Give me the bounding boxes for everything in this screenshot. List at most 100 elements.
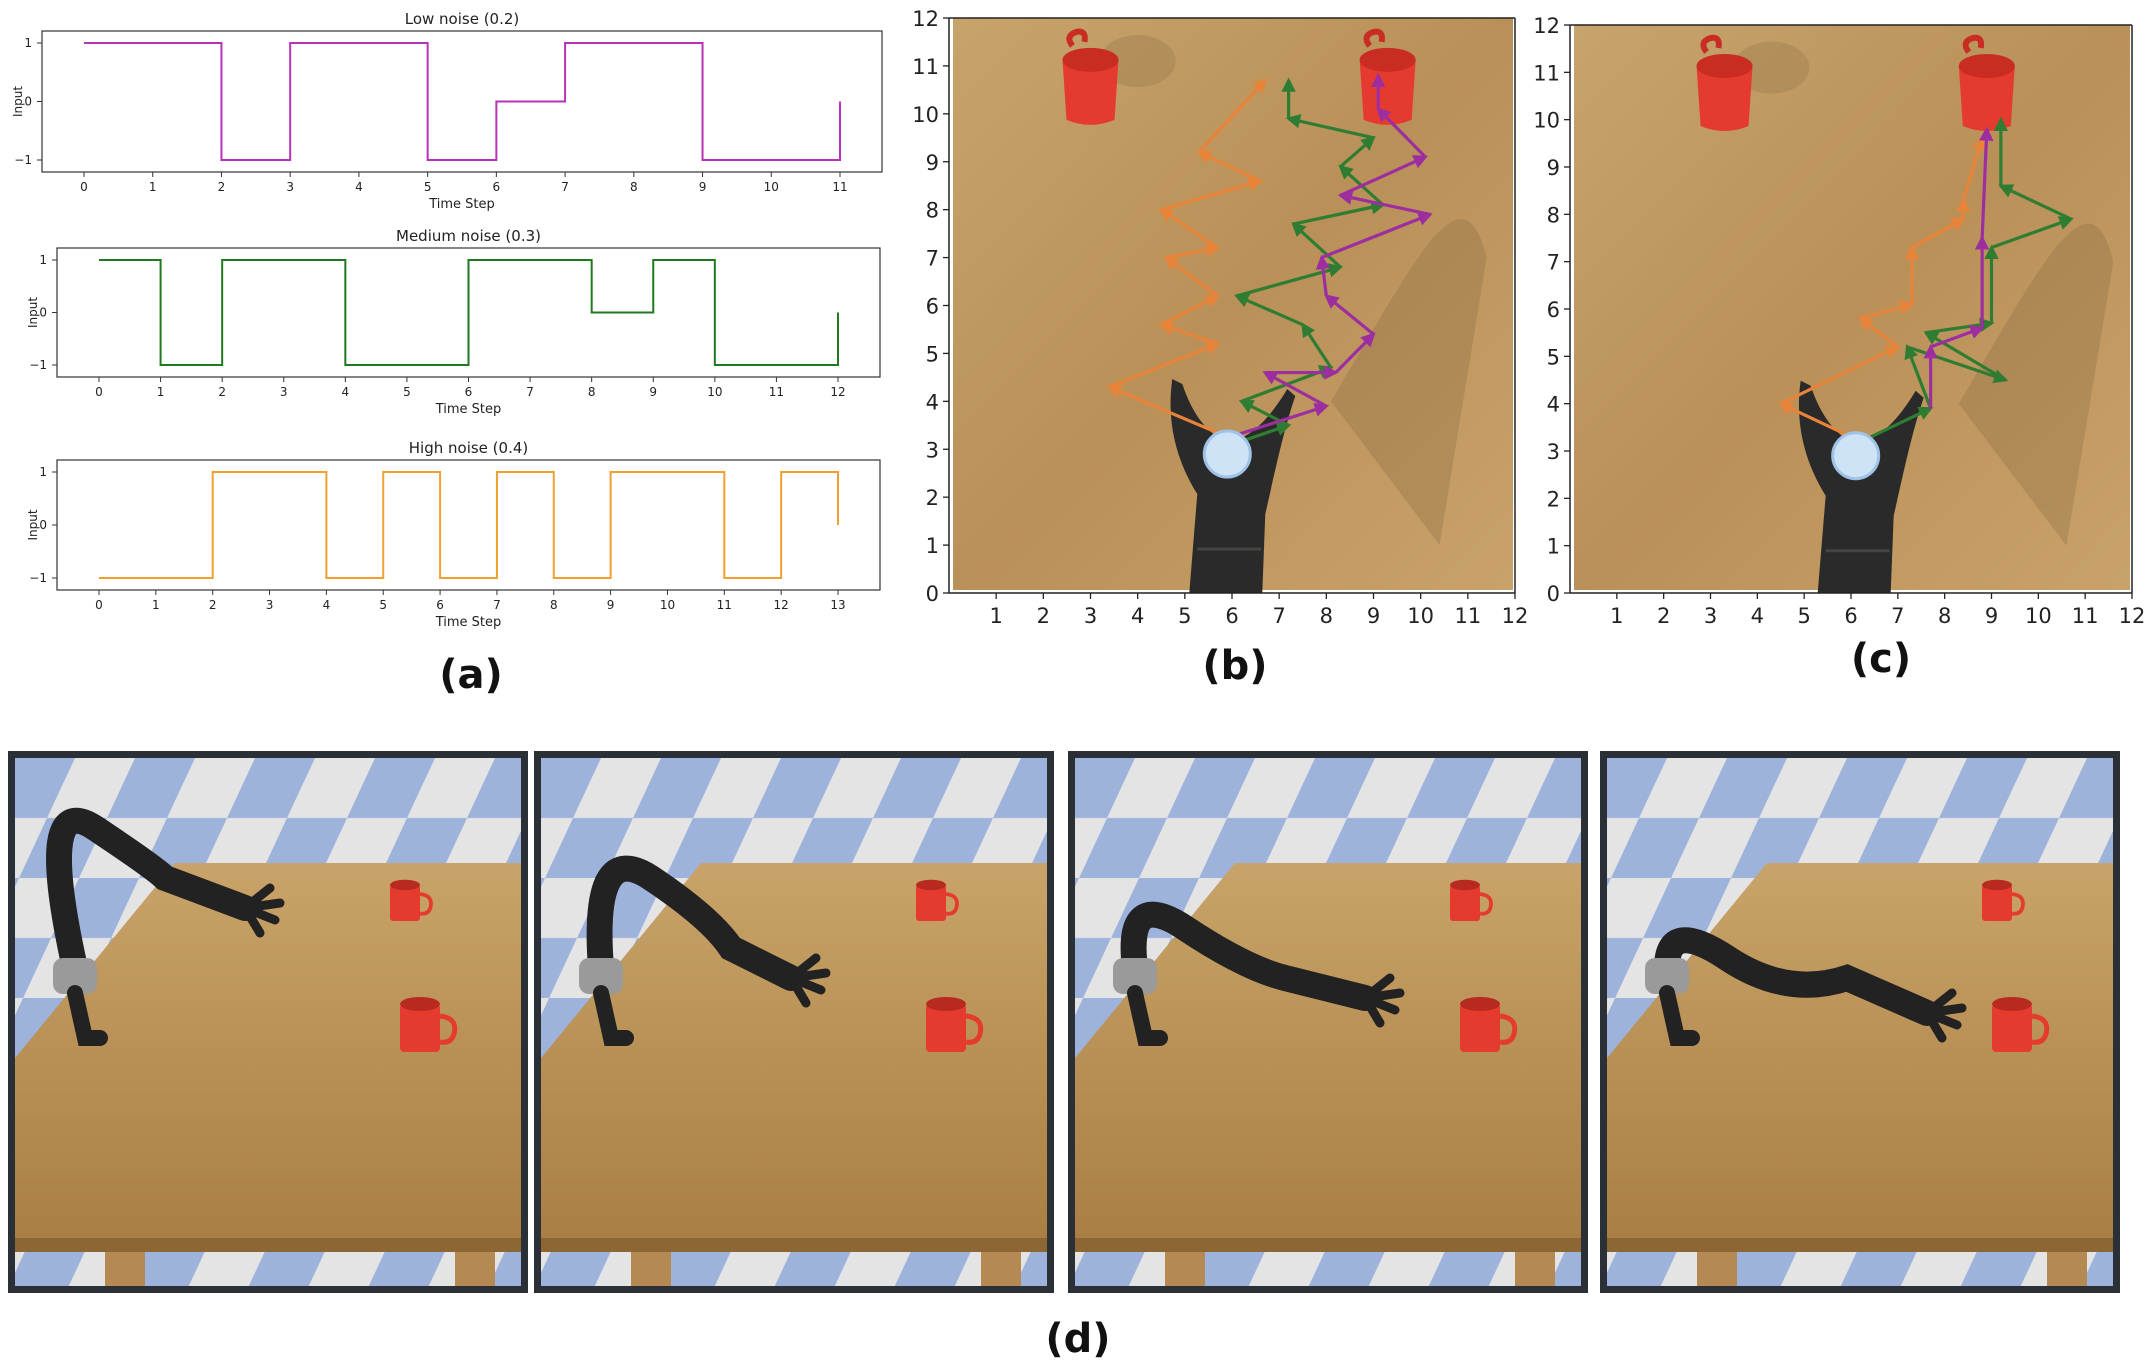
mug-icon — [1062, 28, 1119, 125]
path-purple-segment — [1324, 294, 1375, 336]
x-tick-label: 3 — [286, 180, 294, 194]
table-leg — [455, 1252, 495, 1286]
path-green-segment — [1990, 216, 2074, 249]
x-tick-label: 4 — [355, 180, 363, 194]
plot-title: Medium noise (0.3) — [396, 227, 541, 245]
x-tick-label: 10 — [1407, 604, 1434, 628]
mug-shadow — [1099, 35, 1176, 88]
x-tick-label: 13 — [830, 598, 845, 612]
x-tick-label: 9 — [699, 180, 707, 194]
y-tick-label: 8 — [1547, 203, 1560, 227]
start-circle-icon — [1831, 431, 1881, 481]
robot-frame-3 — [1068, 751, 1588, 1293]
x-tick-label: 3 — [280, 385, 288, 399]
y-tick-label: 12 — [1533, 14, 1560, 38]
y-tick-label: 5 — [1547, 345, 1560, 369]
path-green-segment — [1339, 135, 1376, 168]
x-tick-label: 7 — [561, 180, 569, 194]
robot-arm-icon — [1645, 927, 1967, 1046]
step-series-line — [84, 42, 841, 161]
y-tick-label: 6 — [926, 295, 939, 319]
robot-arm-icon — [1798, 380, 1924, 593]
path-green-segment — [1291, 222, 1342, 269]
mug-icon — [926, 997, 984, 1052]
y-tick-label: 10 — [912, 103, 939, 127]
path-orange-segment — [1106, 384, 1224, 437]
path-orange-segment — [1160, 294, 1221, 327]
path-orange-segment — [1158, 208, 1219, 250]
y-tick-label: 1 — [39, 465, 47, 479]
label-a: (a) — [439, 652, 503, 698]
label-d: (d) — [1045, 1316, 1111, 1362]
y-tick-label: −1 — [29, 571, 47, 585]
x-axis-label: Time Step — [435, 402, 502, 417]
x-tick-label: 1 — [149, 180, 157, 194]
x-tick-label: 3 — [1704, 604, 1717, 628]
x-tick-label: 7 — [526, 385, 534, 399]
path-purple-segment — [1337, 190, 1431, 217]
y-tick-label: 3 — [926, 438, 939, 462]
path-orange-segment — [1911, 217, 1966, 249]
x-tick-label: 4 — [1751, 604, 1764, 628]
x-tick-label: 8 — [588, 385, 596, 399]
mug-icon — [1992, 997, 2050, 1052]
y-tick-label: 1 — [1547, 535, 1560, 559]
x-tick-label: 10 — [2025, 604, 2052, 628]
x-tick-label: 6 — [493, 180, 501, 194]
table-top — [15, 863, 521, 1238]
label-c: (c) — [1850, 636, 1912, 682]
path-orange-segment — [1165, 243, 1221, 260]
mug-icon — [1460, 997, 1518, 1052]
x-tick-label: 12 — [774, 598, 789, 612]
path-orange-segment — [1108, 341, 1221, 389]
y-tick-label: 9 — [1547, 156, 1560, 180]
x-tick-label: 9 — [649, 385, 657, 399]
y-tick-label: 2 — [926, 486, 939, 510]
x-tick-label: 5 — [403, 385, 411, 399]
x-tick-label: 2 — [1657, 604, 1670, 628]
table-top — [1075, 863, 1581, 1238]
arm-shadow — [1331, 219, 1487, 546]
y-tick-label: 11 — [1533, 61, 1560, 85]
y-tick-label: 0 — [39, 306, 47, 320]
x-tick-label: 10 — [707, 385, 722, 399]
x-axis-label: Time Step — [435, 615, 502, 630]
mug-icon — [1450, 879, 1493, 921]
path-purple-segment — [1262, 371, 1328, 408]
table-edge — [1075, 1238, 1581, 1252]
table-top — [541, 863, 1047, 1238]
x-tick-label: 2 — [218, 180, 226, 194]
x-tick-label: 6 — [1225, 604, 1238, 628]
table-leg — [631, 1252, 671, 1286]
x-tick-label: 3 — [266, 598, 274, 612]
y-tick-label: −1 — [29, 358, 47, 372]
y-axis-label: Input — [26, 509, 40, 540]
x-tick-label: 5 — [379, 598, 387, 612]
x-tick-label: 8 — [1938, 604, 1951, 628]
robot-frame-4 — [1600, 751, 2120, 1293]
path-orange-segment — [1163, 255, 1219, 298]
robot-arm-icon — [1113, 901, 1405, 1046]
step-series-line — [99, 471, 839, 579]
x-tick-label: 1 — [1610, 604, 1623, 628]
x-tick-label: 6 — [465, 385, 473, 399]
path-orange-segment — [1858, 316, 1899, 349]
table-edge — [1607, 1238, 2113, 1252]
x-tick-label: 12 — [1502, 604, 1529, 628]
table-leg — [105, 1252, 145, 1286]
table-leg — [981, 1252, 1021, 1286]
path-orange-segment — [1197, 78, 1267, 154]
x-tick-label: 2 — [1037, 604, 1050, 628]
x-tick-label: 5 — [1178, 604, 1191, 628]
x-tick-label: 7 — [1272, 604, 1285, 628]
mug-icon — [390, 879, 433, 921]
y-tick-label: 1 — [24, 36, 32, 50]
x-tick-label: 0 — [80, 180, 88, 194]
x-tick-label: 11 — [769, 385, 784, 399]
path-orange-segment — [1961, 135, 1986, 201]
path-purple-segment — [1334, 332, 1376, 374]
